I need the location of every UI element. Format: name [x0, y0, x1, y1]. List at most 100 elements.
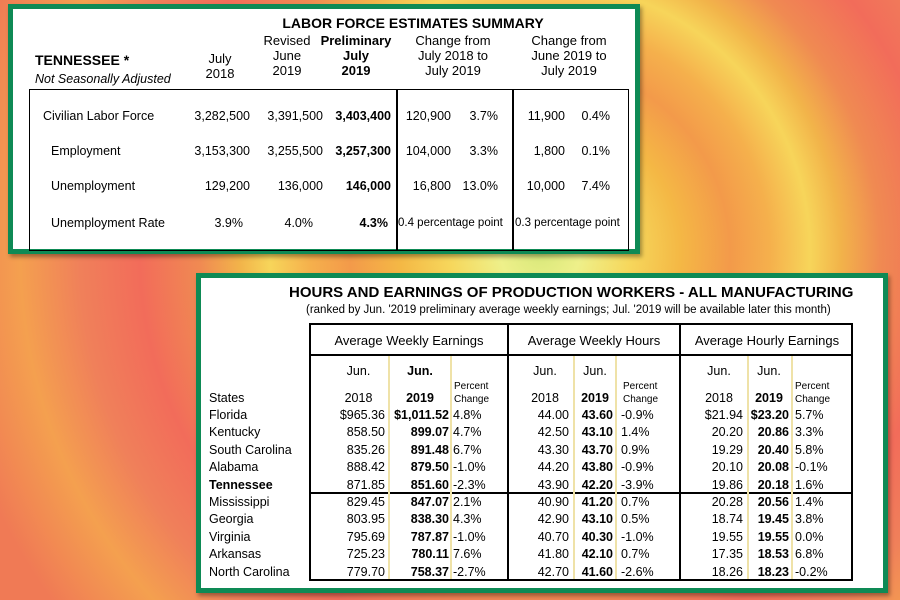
cell: 7.4%: [581, 179, 611, 193]
state-name: North Carolina: [209, 564, 290, 579]
group-hourly-earnings: Average Hourly Earnings: [694, 333, 840, 348]
divider: [450, 356, 452, 579]
state-name: Kentucky: [209, 425, 261, 440]
table-cell: 1.4%: [621, 425, 650, 440]
table-cell: -0.2%: [795, 564, 828, 579]
cell: 3,257,300: [335, 144, 391, 158]
table-cell: 42.70: [537, 564, 569, 579]
table-cell: 40.30: [581, 529, 613, 544]
table-cell: -2.7%: [453, 564, 486, 579]
table-cell: 42.20: [581, 477, 613, 492]
divider: [388, 356, 390, 579]
table-cell: -1.0%: [621, 529, 654, 544]
divider: [791, 356, 793, 579]
group-weekly-earnings: Average Weekly Earnings: [334, 333, 484, 348]
table-cell: 803.95: [346, 512, 385, 527]
subheader-percent-change: Percent Change: [795, 381, 831, 405]
table-cell: 871.85: [346, 477, 385, 492]
cell: 3.9%: [214, 216, 244, 230]
table-cell: -2.3%: [453, 477, 486, 492]
table-cell: 0.7%: [621, 547, 650, 562]
divider: [309, 492, 853, 494]
cell: 10,000: [526, 179, 565, 193]
table-cell: 41.20: [581, 495, 613, 509]
table-cell: $21.94: [704, 408, 743, 422]
cell: 11,900: [527, 109, 565, 123]
labor-force-summary-card: LABOR FORCE ESTIMATES SUMMARY TENNESSEE …: [8, 4, 640, 254]
table-cell: 758.37: [410, 564, 449, 579]
table-cell: 18.53: [757, 547, 789, 562]
table-cell: 41.80: [537, 547, 569, 562]
cell: 3.7%: [469, 109, 499, 123]
table-cell: 43.10: [581, 425, 613, 440]
divider: [309, 354, 853, 356]
table-cell: 44.20: [537, 460, 569, 475]
cell: 104,000: [405, 144, 451, 158]
subheader-year: 2019: [406, 391, 434, 405]
table-cell: 20.10: [711, 460, 743, 475]
cell: 136,000: [277, 179, 323, 193]
table-cell: 1.4%: [795, 495, 824, 509]
table-cell: -1.0%: [453, 460, 486, 475]
divider: [747, 356, 749, 579]
table-cell: 888.42: [346, 460, 385, 475]
table-cell: 43.80: [581, 460, 613, 475]
state-name: Alabama: [209, 460, 259, 475]
table-cell: 18.23: [757, 564, 789, 579]
cell: 146,000: [345, 179, 391, 193]
row-label: Employment: [51, 144, 121, 158]
table-cell: 43.10: [581, 512, 613, 527]
cell: 3,391,500: [267, 109, 323, 123]
table-cell: 20.86: [757, 425, 789, 440]
table-cell: 20.56: [757, 495, 789, 509]
table-cell: 7.6%: [453, 547, 482, 562]
table-cell: 787.87: [410, 529, 449, 544]
cell: 0.4%: [581, 109, 611, 123]
table-cell: 6.7%: [453, 442, 482, 457]
table-cell: 891.48: [410, 442, 449, 457]
subheader-jun: Jun.: [707, 364, 731, 378]
hours-title: HOURS AND EARNINGS OF PRODUCTION WORKERS…: [289, 284, 854, 301]
hours-subtitle: (ranked by Jun. '2019 preliminary averag…: [306, 304, 831, 316]
table-cell: 42.90: [537, 512, 569, 527]
table-cell: 0.9%: [621, 442, 650, 457]
state-name: Virginia: [209, 529, 251, 544]
table-cell: 879.50: [410, 460, 449, 475]
table-cell: 3.3%: [795, 425, 824, 440]
table-cell: 847.07: [410, 495, 449, 509]
table-cell: 779.70: [346, 564, 385, 579]
table-cell: 19.86: [711, 477, 743, 492]
table-cell: 42.50: [537, 425, 569, 440]
state-name: TENNESSEE *: [35, 52, 130, 68]
table-cell: $965.36: [339, 408, 385, 422]
table-cell: 6.8%: [795, 547, 824, 562]
row-label: Unemployment Rate: [51, 216, 165, 230]
table-cell: 19.45: [757, 512, 789, 527]
table-cell: 40.70: [537, 529, 569, 544]
state-name: Tennessee: [209, 477, 273, 492]
table-cell: 4.7%: [453, 425, 482, 440]
table-cell: 20.08: [757, 460, 789, 475]
table-cell: 20.40: [757, 442, 789, 457]
subheader-year: 2018: [705, 391, 733, 405]
cell: 0.3 percentage point: [515, 217, 620, 229]
subheader-jun: Jun.: [407, 364, 433, 378]
table-cell: 838.30: [410, 512, 449, 527]
cell: 3,403,400: [335, 109, 391, 123]
row-label: Civilian Labor Force: [43, 109, 155, 123]
table-cell: $1,011.52: [394, 408, 449, 422]
subheader-year: 2019: [755, 391, 783, 405]
table-cell: 44.00: [537, 408, 569, 422]
cell: 0.1%: [581, 144, 611, 158]
table-cell: -2.6%: [621, 564, 654, 579]
table-cell: 858.50: [346, 425, 385, 440]
states-header: States: [209, 391, 245, 405]
divider: [512, 89, 514, 251]
table-cell: 0.5%: [621, 512, 650, 527]
table-cell: 40.90: [537, 495, 569, 509]
state-name: Florida: [209, 408, 248, 422]
table-cell: 0.7%: [621, 495, 650, 509]
cell: 0.4 percentage point: [398, 217, 503, 229]
subheader-percent-change: Percent Change: [454, 381, 490, 405]
header-july-2019: Preliminary July 2019: [320, 33, 392, 78]
